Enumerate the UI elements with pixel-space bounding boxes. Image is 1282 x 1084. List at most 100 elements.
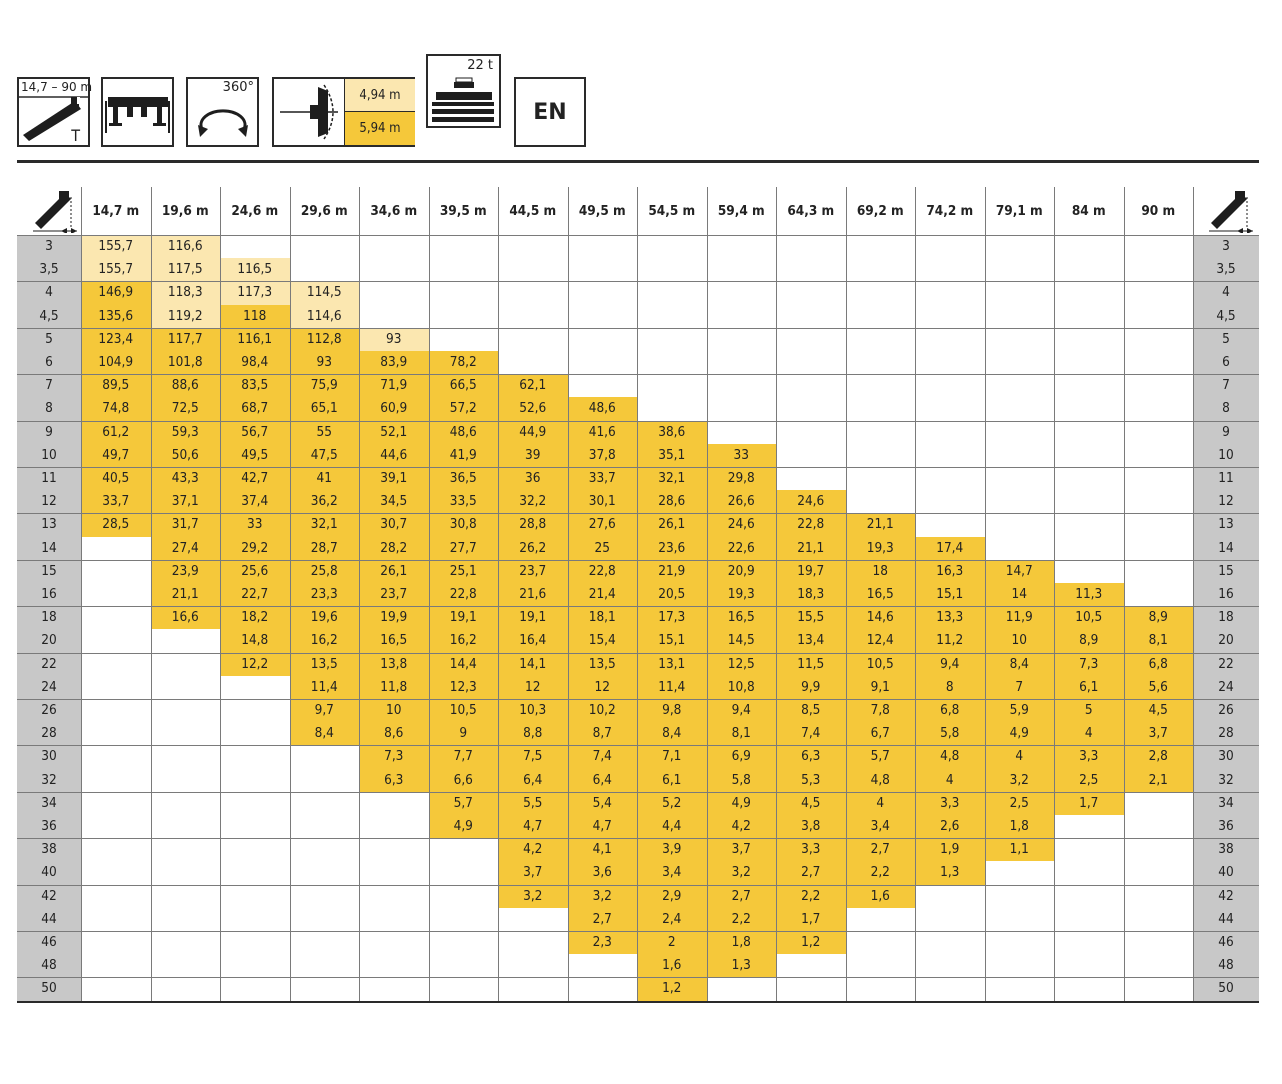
grid-vline <box>150 187 152 1001</box>
grid-vline <box>289 187 291 1001</box>
load-value-cell: 27,7 <box>428 536 498 560</box>
load-value-cell: 19,9 <box>359 606 429 630</box>
grid-vline <box>1054 187 1055 1001</box>
load-value-cell: 114,6 <box>289 304 359 328</box>
counterweight-small: 4,94 m <box>344 79 415 112</box>
radius-label-right: 48 <box>1193 954 1259 978</box>
load-value-cell: 5,8 <box>706 768 776 792</box>
radius-label-right: 24 <box>1193 675 1259 699</box>
language-badge: EN <box>514 77 586 147</box>
boom-length-header: 34,6 m <box>370 203 418 219</box>
load-value-cell: 2,3 <box>567 931 637 955</box>
load-value-cell: 98,4 <box>220 351 290 375</box>
load-value-cell: 30,8 <box>428 513 498 537</box>
grid-hline <box>17 791 1259 793</box>
load-value-cell: 10 <box>359 699 429 723</box>
load-value-cell: 22,7 <box>220 583 290 607</box>
grid-hline <box>17 235 1259 236</box>
radius-label-left: 20 <box>17 629 81 653</box>
radius-label-left: 9 <box>17 420 81 444</box>
load-value-cell: 14,5 <box>706 629 776 653</box>
radius-label-left: 22 <box>17 652 81 676</box>
load-value-cell: 68,7 <box>220 397 290 421</box>
load-value-cell: 4,8 <box>845 768 915 792</box>
ballast-icon-box: 22 t <box>426 54 501 128</box>
load-value-cell: 18 <box>845 559 915 583</box>
grid-vline <box>359 187 360 1001</box>
radius-label-right: 16 <box>1193 583 1259 607</box>
load-value-cell: 23,6 <box>637 536 707 560</box>
load-value-cell: 93 <box>359 327 429 351</box>
boom-length-header: 14,7 m <box>92 203 140 219</box>
load-value-cell: 29,2 <box>220 536 290 560</box>
grid-hline <box>17 745 1259 747</box>
load-value-cell: 14 <box>984 583 1054 607</box>
load-value-cell: 39 <box>498 443 568 467</box>
load-value-cell: 4,9 <box>706 791 776 815</box>
ballast-icon <box>432 77 494 122</box>
table-bottom-rule <box>17 1000 1259 1003</box>
load-value-cell: 15,1 <box>915 583 985 607</box>
load-value-cell: 4,9 <box>428 815 498 839</box>
load-value-cell: 55 <box>289 420 359 444</box>
load-value-cell: 3,2 <box>498 884 568 908</box>
grid-hline <box>17 699 1259 700</box>
radius-label-left: 3 <box>17 235 81 259</box>
load-value-cell: 18,2 <box>220 606 290 630</box>
load-value-cell: 2,1 <box>1123 768 1193 792</box>
load-value-cell: 30,1 <box>567 490 637 514</box>
grid-hline <box>17 606 1259 608</box>
load-value-cell: 49,7 <box>81 443 151 467</box>
load-value-cell: 16,2 <box>289 629 359 653</box>
load-value-cell: 26,6 <box>706 490 776 514</box>
load-value-cell: 12 <box>498 675 568 699</box>
load-value-cell: 6,4 <box>498 768 568 792</box>
load-value-cell: 4,7 <box>498 815 568 839</box>
radius-icon <box>21 189 81 234</box>
load-value-cell: 25,8 <box>289 559 359 583</box>
load-value-cell: 57,2 <box>428 397 498 421</box>
load-value-cell: 41,6 <box>567 420 637 444</box>
load-value-cell: 2,4 <box>637 907 707 931</box>
load-value-cell: 104,9 <box>81 351 151 375</box>
radius-label-right: 46 <box>1193 931 1259 955</box>
grid-vline <box>498 187 499 1001</box>
load-value-cell: 114,5 <box>289 281 359 305</box>
load-value-cell: 101,8 <box>150 351 220 375</box>
load-value-cell: 28,5 <box>81 513 151 537</box>
load-value-cell: 8,8 <box>498 722 568 746</box>
grid-vline <box>845 187 847 1001</box>
load-value-cell: 116,5 <box>220 258 290 282</box>
boom-length-header: 24,6 m <box>231 203 279 219</box>
load-chart-table: 14,7 m 19,6 m 24,6 m 29,6 m 34,6 m 39,5 m 44,5… <box>17 187 1259 1003</box>
grid-hline <box>17 327 1259 329</box>
load-value-cell: 12,2 <box>220 652 290 676</box>
load-value-cell: 3,7 <box>706 838 776 862</box>
outrigger-icon <box>105 97 170 133</box>
radius-label-left: 30 <box>17 745 81 769</box>
load-value-cell: 10 <box>984 629 1054 653</box>
load-value-cell: 3,8 <box>776 815 846 839</box>
load-value-cell: 11,4 <box>637 675 707 699</box>
load-value-cell: 3,6 <box>567 861 637 885</box>
load-value-cell: 48,6 <box>567 397 637 421</box>
load-value-cell: 6,1 <box>1054 675 1124 699</box>
load-value-cell: 89,5 <box>81 374 151 398</box>
load-value-cell: 13,4 <box>776 629 846 653</box>
load-value-cell: 1,7 <box>1054 791 1124 815</box>
load-value-cell: 13,5 <box>289 652 359 676</box>
load-value-cell: 123,4 <box>81 327 151 351</box>
load-value-cell: 10,3 <box>498 699 568 723</box>
load-value-cell: 33 <box>706 443 776 467</box>
load-value-cell: 41 <box>289 467 359 491</box>
load-value-cell: 60,9 <box>359 397 429 421</box>
load-value-cell: 43,3 <box>150 467 220 491</box>
radius-label-right: 40 <box>1193 861 1259 885</box>
load-value-cell: 21,9 <box>637 559 707 583</box>
load-value-cell: 9,4 <box>706 699 776 723</box>
load-value-cell: 2,5 <box>984 791 1054 815</box>
load-value-cell: 47,5 <box>289 443 359 467</box>
load-value-cell: 4,1 <box>567 838 637 862</box>
load-value-cell: 14,7 <box>984 559 1054 583</box>
grid-hline <box>17 884 1259 886</box>
